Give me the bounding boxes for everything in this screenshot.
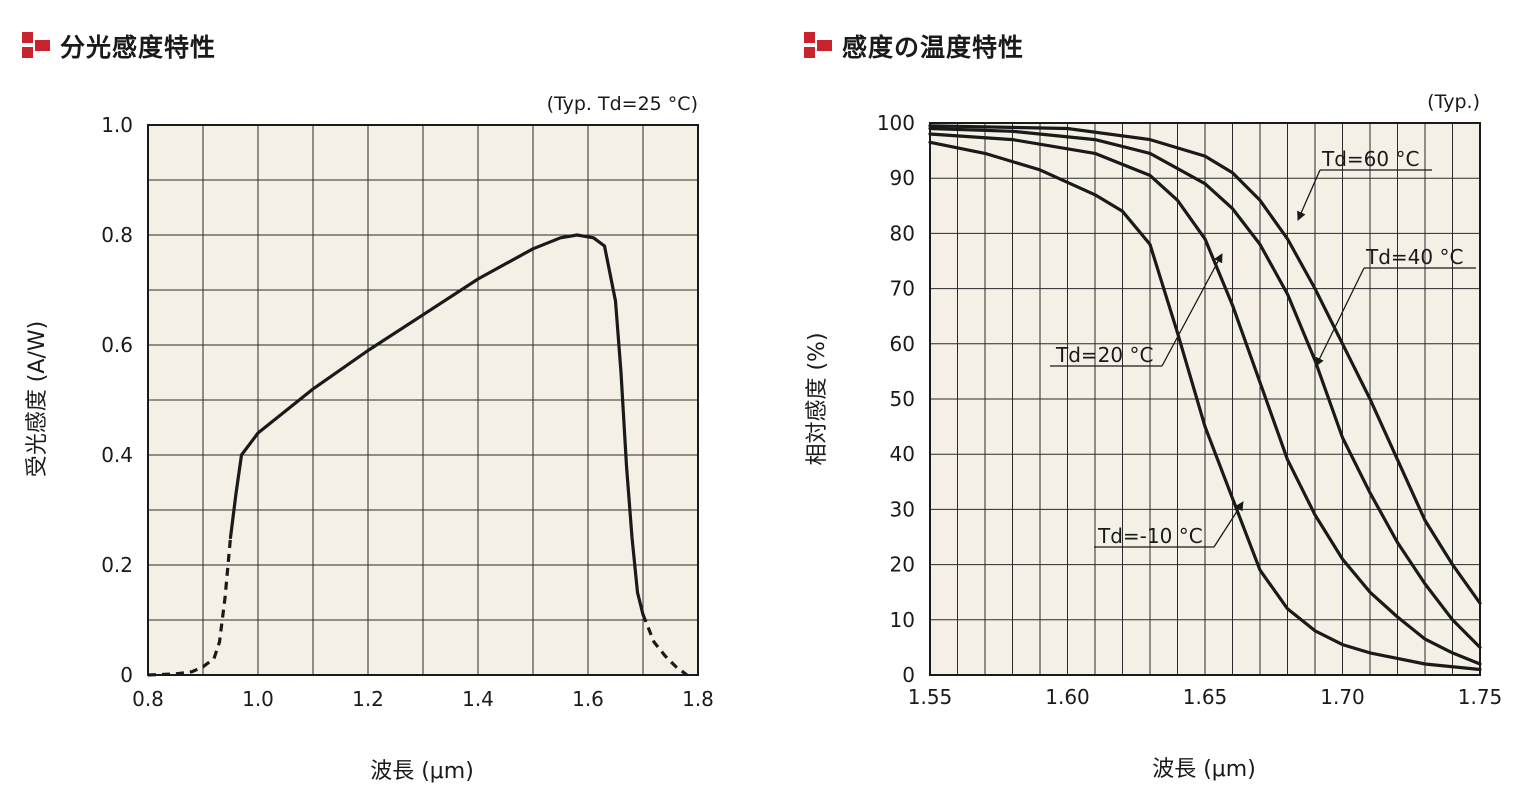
chart2-x-tick-label: 1.70 — [1320, 685, 1365, 709]
chart1-frame — [147, 124, 699, 676]
chart2-x-tick-label: 1.65 — [1183, 685, 1228, 709]
chart2-plot: 1.55 1.60 1.65 1.70 1.75 0 10 20 30 40 50 60 70 80 90 1… — [877, 111, 1502, 709]
chart1-y-tick-label: 0.8 — [101, 223, 133, 247]
chart2-series-line — [928, 126, 1482, 649]
chart2-x-tick-label: 1.75 — [1458, 685, 1503, 709]
chart2-x-tick-label: 1.60 — [1045, 685, 1090, 709]
chart2-callout-arrow — [1213, 501, 1244, 548]
heading-spectral: 分光感度特性 — [22, 28, 216, 64]
chart2-callout: Td=40 °C — [1315, 245, 1476, 367]
chart1-y-axis-label: 受光感度 (A/W) — [25, 321, 50, 477]
chart1-y-tick-label: 0.4 — [101, 443, 133, 467]
chart2-y-tick-label: 70 — [890, 277, 915, 301]
chart1-x-tick-label: 1.0 — [242, 687, 274, 711]
chart2-callout: Td=-10 °C — [1094, 501, 1244, 548]
chart2-callout-arrow — [1297, 169, 1321, 221]
chart2-callout-label: Td=20 °C — [1055, 343, 1153, 367]
chart2-callout-arrow — [1315, 267, 1365, 367]
chart2-y-tick-label: 90 — [890, 166, 915, 190]
chart2-y-tick-label: 50 — [890, 387, 915, 411]
chart2-note: (Typ.) — [1427, 91, 1480, 113]
chart2-x-axis-label: 波長 (μm) — [1152, 757, 1256, 782]
chart2-frame — [929, 122, 1481, 676]
chart2-y-tick-label: 60 — [890, 332, 915, 356]
chart1-series-dashed — [147, 537, 233, 677]
heading-marker-icon — [804, 32, 834, 60]
chart1-x-tick-label: 1.4 — [462, 687, 494, 711]
chart2-y-tick-label: 30 — [890, 497, 915, 521]
chart2-y-tick-label: 80 — [890, 221, 915, 245]
chart2-callout-label: Td=-10 °C — [1097, 524, 1203, 548]
chart1-y-tick-label: 0.6 — [101, 333, 133, 357]
chart2-callout-label: Td=60 °C — [1321, 147, 1419, 171]
chart2-x-tick-label: 1.55 — [908, 685, 953, 709]
chart2-callout: Td=20 °C — [1050, 253, 1223, 367]
chart1-plot: 0.8 1.0 1.2 1.4 1.6 1.8 0 0.2 0.4 0.6 0.8 1.0 — [101, 113, 714, 711]
chart2-series-line — [928, 132, 1482, 666]
chart2-y-tick-label: 100 — [877, 111, 915, 135]
chart2-callout: Td=60 °C — [1297, 147, 1432, 221]
chart1-note: (Typ. Td=25 °C) — [547, 93, 698, 115]
chart1-y-tick-label: 1.0 — [101, 113, 133, 137]
heading-title: 分光感度特性 — [60, 33, 217, 62]
chart2-series-line — [928, 140, 1482, 672]
heading-temperature: 感度の温度特性 — [804, 28, 1024, 64]
chart1-x-tick-label: 1.2 — [352, 687, 384, 711]
chart1-x-tick-label: 1.8 — [682, 687, 714, 711]
chart1-x-tick-label: 0.8 — [132, 687, 164, 711]
chart2-y-tick-label: 0 — [902, 663, 915, 687]
chart1-x-tick-label: 1.6 — [572, 687, 604, 711]
chart1-series-line — [228, 233, 645, 617]
heading-title: 感度の温度特性 — [842, 33, 1025, 62]
chart2-series-line — [928, 124, 1482, 605]
chart2-y-tick-label: 10 — [890, 608, 915, 632]
chart2-callout-label: Td=40 °C — [1365, 245, 1463, 269]
chart2-callout-arrow — [1161, 253, 1223, 367]
chart2-y-axis-label: 相対感度 (%) — [805, 332, 830, 465]
chart1-y-tick-label: 0 — [120, 663, 133, 687]
chart2-y-tick-label: 40 — [890, 442, 915, 466]
chart1-y-tick-label: 0.2 — [101, 553, 133, 577]
heading-marker-icon — [22, 32, 52, 60]
chart1-x-axis-label: 波長 (μm) — [370, 759, 474, 784]
chart2-y-tick-label: 20 — [890, 553, 915, 577]
